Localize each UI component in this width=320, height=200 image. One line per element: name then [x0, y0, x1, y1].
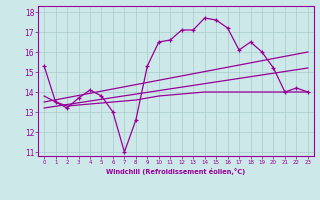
X-axis label: Windchill (Refroidissement éolien,°C): Windchill (Refroidissement éolien,°C): [106, 168, 246, 175]
